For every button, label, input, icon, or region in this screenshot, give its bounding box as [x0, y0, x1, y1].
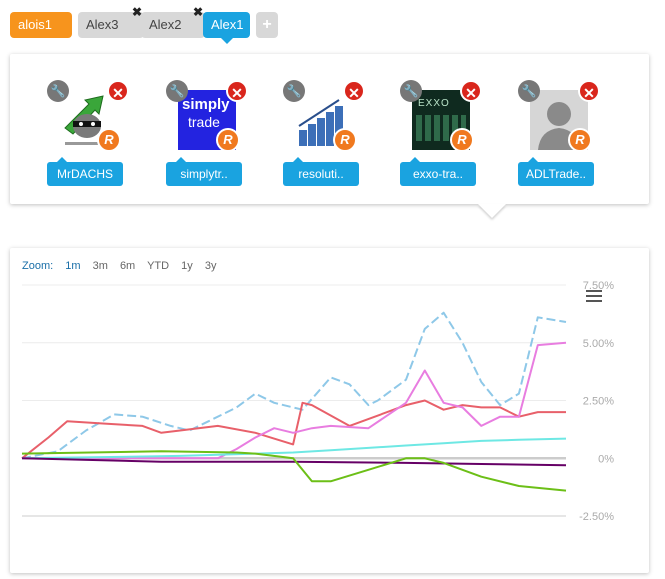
- strategy-card[interactable]: 🔧 ✕ R MrDACHS: [47, 80, 129, 190]
- strategy-label[interactable]: MrDACHS: [47, 157, 123, 186]
- series-line-5: [21, 450, 567, 492]
- y-tick-label: 2.50%: [583, 396, 614, 408]
- strategy-panel: 🔧 ✕ R MrDACHS simply trade 🔧 ✕ R simplyt…: [10, 54, 649, 204]
- r-badge-icon: R: [216, 128, 240, 152]
- r-badge-icon: R: [97, 128, 121, 152]
- zoom-6m-button[interactable]: 6m: [119, 260, 136, 272]
- strategy-label[interactable]: resoluti..: [283, 157, 359, 186]
- plus-icon: +: [262, 16, 272, 33]
- zoom-1m-button[interactable]: 1m: [65, 260, 81, 272]
- close-icon[interactable]: ✕: [226, 80, 248, 102]
- y-tick-label: 0%: [598, 453, 614, 465]
- close-icon[interactable]: ✕: [343, 80, 365, 102]
- series-line-4: [21, 457, 567, 467]
- zoom-3y-button[interactable]: 3y: [204, 260, 217, 272]
- y-tick-label: -2.50%: [579, 511, 614, 523]
- zoom-label: Zoom:: [22, 260, 54, 272]
- wrench-icon[interactable]: 🔧: [518, 80, 540, 102]
- tab-label: Alex1: [211, 17, 244, 32]
- tab-alois1[interactable]: alois1: [10, 12, 72, 57]
- strategy-card[interactable]: 🔧 ✕ R resoluti..: [283, 80, 365, 190]
- close-icon[interactable]: ✖: [131, 5, 142, 19]
- series-line-1: [21, 399, 566, 460]
- series-line-2: [22, 341, 567, 460]
- line-chart: 7.50%5.00%2.50%0%-2.50%2. Mar9. Mar16. M…: [21, 280, 614, 523]
- panel-pointer: [478, 204, 506, 218]
- close-icon[interactable]: ✕: [578, 80, 600, 102]
- y-tick-label: 7.50%: [583, 280, 614, 292]
- chart-menu-icon[interactable]: [586, 290, 602, 305]
- thumb-text: simply: [182, 96, 230, 113]
- zoom-bar: Zoom: 1m 3m 6m YTD 1y 3y: [22, 260, 225, 272]
- r-badge-icon: R: [568, 128, 592, 152]
- zoom-3m-button[interactable]: 3m: [92, 260, 108, 272]
- close-icon[interactable]: ✕: [460, 80, 482, 102]
- strategy-card[interactable]: simply trade 🔧 ✕ R simplytr..: [166, 80, 248, 190]
- tab-label: Alex2: [149, 17, 182, 32]
- strategy-card[interactable]: EXXO 🔧 ✕ R exxo-tra..: [400, 80, 482, 190]
- zoom-1y-button[interactable]: 1y: [181, 260, 193, 272]
- series-line-0: [21, 311, 567, 460]
- add-tab-button[interactable]: +: [256, 12, 278, 38]
- tab-label: alois1: [18, 17, 52, 32]
- y-tick-label: 5.00%: [583, 338, 614, 350]
- r-badge-icon: R: [450, 128, 474, 152]
- strategy-label[interactable]: ADLTrade..: [518, 157, 594, 186]
- wrench-icon[interactable]: 🔧: [166, 80, 188, 102]
- performance-chart: Zoom: 1m 3m 6m YTD 1y 3y 7.50% 5.00% 2.50%…: [10, 248, 649, 573]
- tab-alex3[interactable]: Alex3 ✖: [78, 5, 144, 38]
- active-tab-pointer: [220, 38, 233, 44]
- close-icon[interactable]: ✕: [107, 80, 129, 102]
- strategy-card[interactable]: 🔧 ✕ R ADLTrade..: [518, 80, 600, 190]
- zoom-ytd-button[interactable]: YTD: [147, 260, 170, 272]
- tab-label: Alex3: [86, 17, 119, 32]
- close-icon[interactable]: ✖: [192, 5, 203, 19]
- tab-alex1[interactable]: Alex1: [203, 12, 250, 44]
- series-line-3: [21, 437, 567, 460]
- r-badge-icon: R: [333, 128, 357, 152]
- strategy-label[interactable]: simplytr..: [166, 157, 242, 186]
- avatar-placeholder: [530, 90, 588, 150]
- wrench-icon[interactable]: 🔧: [47, 80, 69, 102]
- wrench-icon[interactable]: 🔧: [400, 80, 422, 102]
- tab-alex2[interactable]: Alex2 ✖: [141, 5, 205, 38]
- thumb-text: trade: [188, 114, 220, 130]
- strategy-label[interactable]: exxo-tra..: [400, 157, 476, 186]
- wrench-icon[interactable]: 🔧: [283, 80, 305, 102]
- thumb-text: EXXO: [418, 98, 450, 109]
